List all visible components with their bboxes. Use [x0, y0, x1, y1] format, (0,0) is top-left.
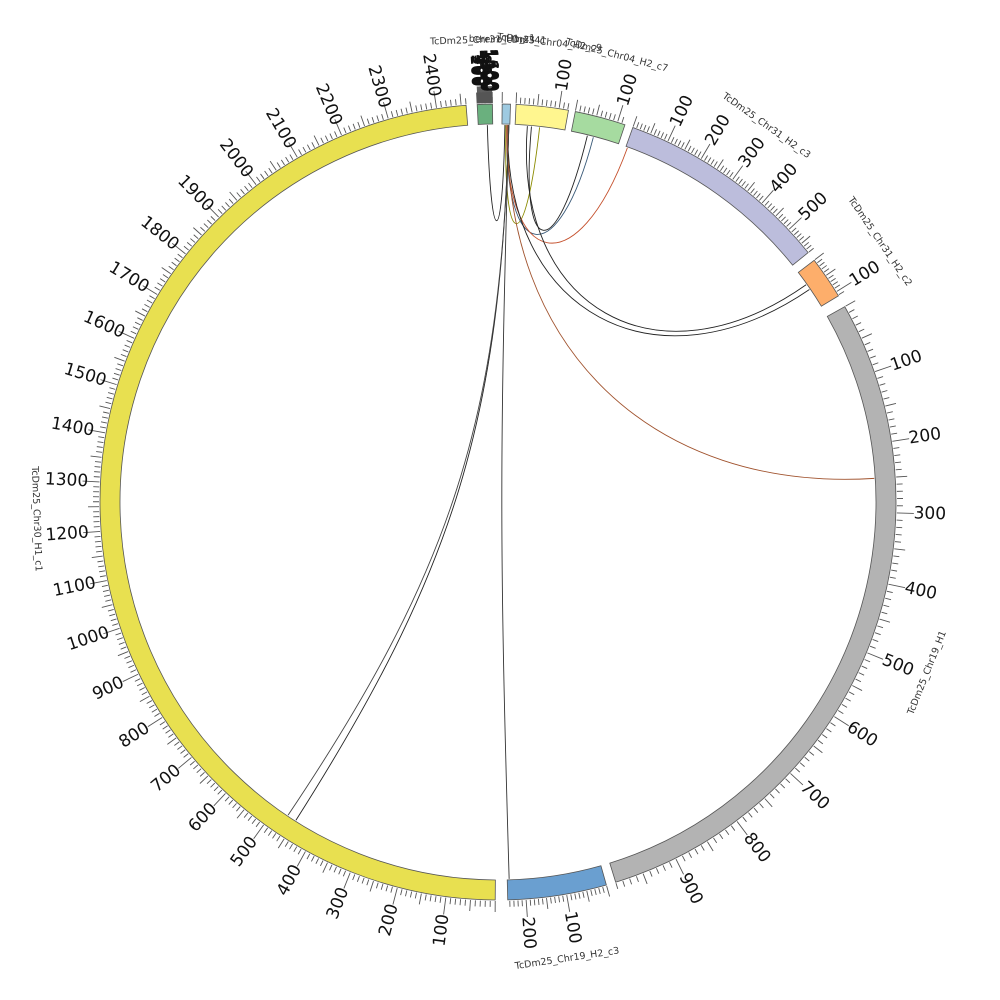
tick-label: 500 — [879, 650, 917, 681]
tick-label: 200 — [517, 916, 539, 950]
tick-label: 900 — [474, 54, 495, 87]
link-bereirotcdm341-to-tcdm25-chr04-h2-c7 — [506, 125, 594, 235]
tick-label: 300 — [323, 884, 354, 922]
tick-label: 100 — [560, 910, 585, 945]
tick-marks — [515, 90, 570, 110]
tick-label: 600 — [843, 717, 881, 751]
ticks-tcdm25-chr04-h2-c9: 100 — [515, 58, 577, 110]
link-tcdm25-chr04-h2-c9-to-tcdm25-chr31-h2-c2 — [525, 126, 807, 332]
segment-tcdm25-chr19-h1 — [609, 306, 897, 883]
tick-label: 700 — [472, 54, 493, 87]
tick-label: 100 — [613, 71, 642, 108]
ticks-tcdm25-chr19-h2-c3: 100 200 — [509, 885, 611, 950]
tick-marks — [615, 300, 914, 890]
tick-marks — [632, 116, 814, 253]
link-bereirotcdm341-to-tcdm25-chr31-h2-c3 — [506, 125, 628, 244]
segment-label-bereirotcdm341: bereiroTcDm341 — [469, 34, 547, 47]
tick-label: 800 — [739, 829, 774, 867]
tick-label: 1600 — [481, 48, 502, 92]
tick-label: 100 — [429, 913, 453, 948]
segment-bereirotcdm341 — [501, 103, 511, 125]
tick-label: 1600 — [80, 307, 128, 343]
segment-label-tcdm25-chr04-h2-c7: TcDm25_Chr04_H2_c7 — [563, 36, 669, 74]
segment-tcdm25-chr19-h2-c3 — [506, 865, 607, 901]
tick-label: 900 — [675, 870, 707, 908]
tick-label: 1100 — [476, 48, 497, 92]
links-layer — [287, 125, 875, 879]
segment-tcdm25-chr30-h1-c1 — [99, 104, 496, 901]
segment-label-tcdm25-chr19-h2-c3: TcDm25_Chr19_H2_c3 — [513, 945, 620, 972]
link-bereirotcdm341-to-tcdm25-chr31-h1-c1 — [486, 125, 506, 221]
tick-label: 400 — [903, 578, 939, 604]
tick-label: 100 — [666, 92, 698, 130]
tick-marks — [575, 99, 625, 123]
tick-label: 100 — [552, 58, 577, 93]
tick-label: 500 — [470, 54, 491, 87]
tick-label: 2100 — [261, 105, 300, 152]
tick-label: 400 — [469, 54, 490, 87]
segment-tcdm25-chr31-h2-c3 — [625, 127, 809, 266]
tick-label: 1300 — [44, 469, 88, 491]
tick-label: 200 — [701, 111, 735, 149]
segment-label-tcdm25-chr30-h1-c1: TcDm25_Chr30_H1_c1 — [29, 465, 44, 572]
tick-label: 2200 — [311, 81, 346, 129]
tick-label: 500 — [227, 833, 262, 871]
tick-label: 100 — [466, 54, 488, 87]
tick-label: 200 — [375, 902, 403, 938]
link-bereirotcdm341-to-tcdm25-chr30-h1-c1 — [295, 125, 510, 821]
tick-label: 700 — [147, 760, 185, 796]
tick-label: 1100 — [51, 573, 97, 601]
tick-label: 500 — [795, 188, 832, 225]
tick-label: 800 — [473, 54, 494, 87]
tick-label: 1000 — [475, 48, 496, 92]
ticks-tcdm25-chr31-h1-c1: 1002003004005006007008009001000110012001… — [466, 48, 502, 104]
tick-label: 200 — [907, 424, 942, 449]
segment-tcdm25-chr31-h1-c1 — [476, 103, 494, 125]
tick-label: 1300 — [478, 48, 499, 92]
tick-label: 1500 — [61, 359, 108, 391]
tick-label: 1500 — [480, 48, 501, 92]
tick-label: 400 — [766, 159, 802, 197]
tick-label: 300 — [468, 54, 489, 87]
tick-label: 2000 — [215, 135, 257, 182]
tick-label: 900 — [89, 672, 127, 704]
tick-label: 1800 — [137, 212, 183, 255]
segments-layer — [99, 103, 897, 901]
link-tcdm25-chr04-h2-c9-to-tcdm25-chr04-h2-c7 — [528, 126, 588, 231]
tick-label: 200 — [467, 54, 489, 87]
ticks-layer: 100 1001002003004005001001002003004005006… — [44, 48, 946, 950]
tick-marks — [814, 252, 852, 296]
tick-label: 2400 — [418, 52, 444, 98]
tick-label: 800 — [115, 718, 153, 752]
tick-label: 1700 — [105, 258, 152, 298]
tick-label: 100 — [846, 257, 884, 291]
segment-tcdm25-chr04-h2-c7 — [570, 111, 626, 145]
tick-label: 600 — [471, 54, 492, 87]
tick-label: 1400 — [479, 48, 500, 92]
link-bereirotcdm341-to-tcdm25-chr30-h1-c1 — [287, 125, 510, 816]
tick-label: 600 — [185, 799, 222, 836]
segment-tcdm25-chr04-h2-c9 — [514, 103, 569, 131]
tick-label: 300 — [913, 503, 946, 524]
tick-label: 1200 — [477, 48, 498, 92]
tick-marks — [509, 885, 611, 917]
tick-label: 100 — [888, 346, 925, 376]
tick-marks — [82, 90, 496, 915]
tick-label: 1000 — [65, 622, 112, 655]
tick-label: 1200 — [45, 522, 90, 545]
segment-tcdm25-chr31-h2-c2 — [797, 259, 839, 307]
link-bereirotcdm341-to-tcdm25-chr19-h2-c3 — [501, 125, 510, 879]
tick-label: 2300 — [363, 63, 394, 110]
link-bereirotcdm341-to-tcdm25-chr19-h1 — [507, 125, 875, 480]
tick-label: 400 — [273, 861, 306, 899]
tick-marks — [476, 86, 493, 104]
ticks-tcdm25-chr19-h1: 100 200 300 400 500 600 700 800 900 — [615, 300, 946, 908]
tick-label: 700 — [796, 777, 833, 814]
link-bereirotcdm341-to-tcdm25-chr31-h2-c2 — [507, 125, 810, 337]
tick-label: 300 — [735, 134, 770, 172]
segment-label-tcdm25-chr31-h1-c1: TcDm25_Chr31_H1_c1 — [429, 33, 536, 48]
tick-label: 1400 — [50, 413, 96, 440]
